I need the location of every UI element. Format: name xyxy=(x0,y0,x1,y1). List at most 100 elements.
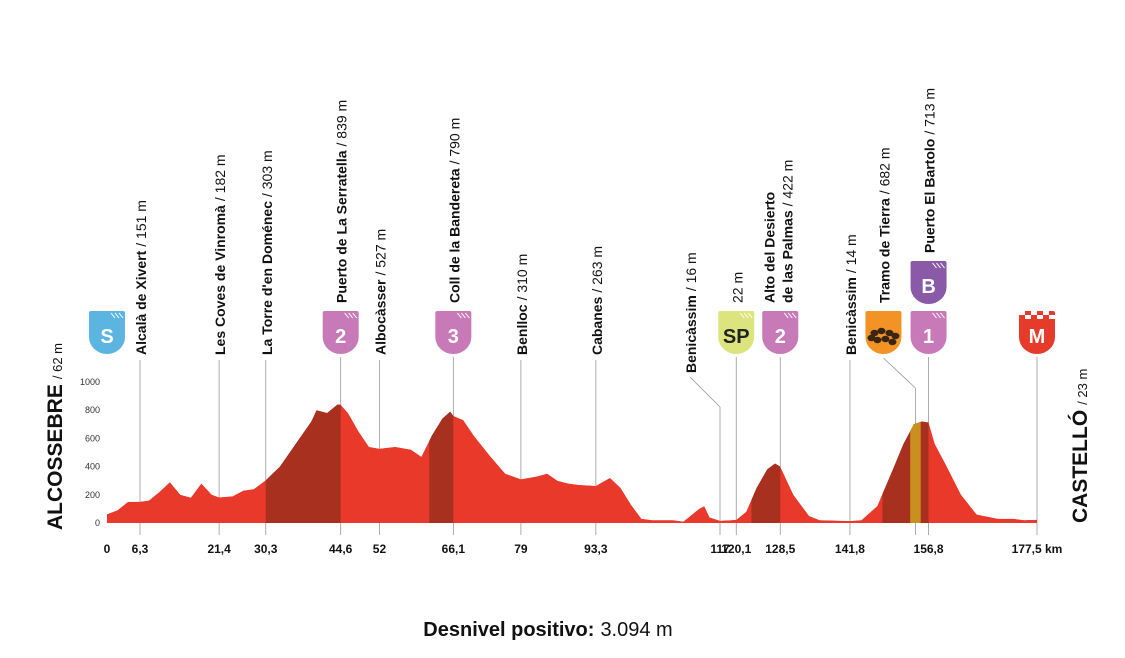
checker xyxy=(1019,311,1025,315)
waypoint-name: Les Coves de Vinromà xyxy=(212,205,228,355)
icon-stripe xyxy=(352,312,358,319)
waypoint-name: Cabanes xyxy=(589,296,605,355)
gravel-stone xyxy=(888,338,897,346)
gravel-stone xyxy=(867,334,876,342)
y-tick-label: 200 xyxy=(85,490,100,500)
icon-shape xyxy=(718,311,755,354)
x-tick-label: 117 xyxy=(710,542,730,556)
waypoint-label: Benlloc / 310 m xyxy=(514,254,530,355)
icon-stripe xyxy=(932,312,937,319)
waypoint-icon: M xyxy=(1019,311,1055,354)
gravel-stone xyxy=(877,327,886,335)
icon-shape xyxy=(435,311,472,354)
x-tick-label: 6,3 xyxy=(132,542,149,556)
icon-stripe xyxy=(739,312,745,319)
icon-text: 3 xyxy=(448,326,459,348)
icon-text: 2 xyxy=(775,326,786,348)
climb-shade xyxy=(882,404,929,523)
checker xyxy=(1031,311,1037,315)
waypoint-alt: / 303 m xyxy=(259,150,275,197)
waypoint-label: de las Palmas / 422 m xyxy=(779,160,795,303)
waypoint-label: Alto del Desierto xyxy=(761,192,777,303)
waypoint-alt: / 790 m xyxy=(446,118,462,165)
waypoint-icon: B xyxy=(910,261,947,304)
waypoint-label: Benicàssim / 14 m xyxy=(843,234,859,355)
x-tick-label: 21,4 xyxy=(207,542,231,556)
icon-stripe xyxy=(783,312,789,319)
endpoint-name: CASTELLÓ xyxy=(1068,410,1092,523)
waypoint-icon xyxy=(865,311,902,354)
icon-stripe xyxy=(940,312,945,319)
waypoint-label: Puerto de La Serratella / 839 m xyxy=(334,100,350,303)
waypoint-label: La Torre d'en Doménec / 303 m xyxy=(259,150,275,355)
icon-stripe xyxy=(747,312,753,319)
endpoint-alt: / 23 m xyxy=(1075,369,1090,405)
leader-line xyxy=(689,376,721,535)
icon-stripe xyxy=(932,262,937,269)
waypoint-name: de las Palmas xyxy=(779,210,795,303)
waypoint-name: Coll de la Bandereta xyxy=(446,168,462,303)
icon-stripe xyxy=(114,312,120,319)
icon-text: SP xyxy=(723,326,750,348)
checker xyxy=(1037,315,1043,319)
climb-shade xyxy=(429,404,454,523)
checker xyxy=(1025,315,1031,319)
waypoint-alt: / 713 m xyxy=(922,88,938,135)
icon-stripe xyxy=(936,312,941,319)
waypoint-icon: 2 xyxy=(322,311,359,354)
waypoint-alt: / 263 m xyxy=(589,246,605,293)
x-tick-label: 79 xyxy=(514,542,528,556)
waypoint-name: Albocàsser xyxy=(372,279,388,355)
waypoint-label: Puerto El Bartolo / 713 m xyxy=(922,88,938,253)
waypoint-alt: / 310 m xyxy=(514,254,530,301)
icon-shape xyxy=(1019,311,1055,354)
waypoint-icon: S xyxy=(89,311,125,354)
endpoint-label: CASTELLÓ / 23 m xyxy=(1068,369,1092,523)
y-tick-label: 0 xyxy=(95,518,100,528)
icon-shape xyxy=(89,311,125,354)
x-tick-label: 177,5 km xyxy=(1012,542,1063,556)
waypoint-alt: / 422 m xyxy=(779,160,795,207)
icon-stripe xyxy=(936,262,941,269)
climb-shade xyxy=(751,404,781,523)
icon-stripe xyxy=(344,312,350,319)
y-tick-label: 1000 xyxy=(80,377,100,387)
icon-text: 2 xyxy=(335,326,346,348)
gravel-stone xyxy=(881,335,890,343)
icon-stripe xyxy=(940,262,945,269)
x-tick-label: 30,3 xyxy=(254,542,278,556)
waypoint-label: Les Coves de Vinromà / 182 m xyxy=(212,154,228,355)
footer: Desnivel positivo: 3.094 m xyxy=(423,619,672,641)
icon-stripe xyxy=(460,312,466,319)
waypoint-name: Benicàssim xyxy=(843,277,859,355)
waypoint-name: Alcalà de Xivert xyxy=(133,250,149,355)
waypoint-alt: / 182 m xyxy=(212,154,228,201)
icon-stripe xyxy=(787,312,793,319)
icon-text: B xyxy=(921,276,935,298)
waypoint-label: Tramo de Tierra / 682 m xyxy=(876,148,892,304)
icon-stripe xyxy=(118,312,124,319)
icon-shape xyxy=(762,311,799,354)
x-tick-label: 44,6 xyxy=(329,542,353,556)
icon-text: S xyxy=(100,326,113,348)
icon-stripe xyxy=(110,312,116,319)
waypoint-name: Benlloc xyxy=(514,304,530,355)
waypoint-name: Tramo de Tierra xyxy=(876,198,892,303)
waypoint-label: Alcalà de Xivert / 151 m xyxy=(133,200,149,355)
waypoint-icon: SP xyxy=(718,311,755,354)
footer-value: 3.094 m xyxy=(600,619,672,641)
waypoint-alt: / 682 m xyxy=(876,148,892,195)
icon-stripe xyxy=(791,312,797,319)
waypoint-name: Puerto El Bartolo xyxy=(922,139,938,253)
y-tick-label: 400 xyxy=(85,462,100,472)
waypoint-label: Albocàsser / 527 m xyxy=(372,229,388,355)
footer-label: Desnivel positivo: xyxy=(423,619,594,641)
waypoint-name: Alto del Desierto xyxy=(761,192,777,303)
checker xyxy=(1043,311,1049,315)
waypoint-label: 22 m xyxy=(729,272,745,303)
waypoint-name: Puerto de La Serratella xyxy=(334,150,350,303)
gravel-sector xyxy=(910,404,921,523)
waypoint-icon: 2 xyxy=(762,311,799,354)
checker xyxy=(1049,315,1055,319)
x-tick-label: 93,3 xyxy=(584,542,608,556)
